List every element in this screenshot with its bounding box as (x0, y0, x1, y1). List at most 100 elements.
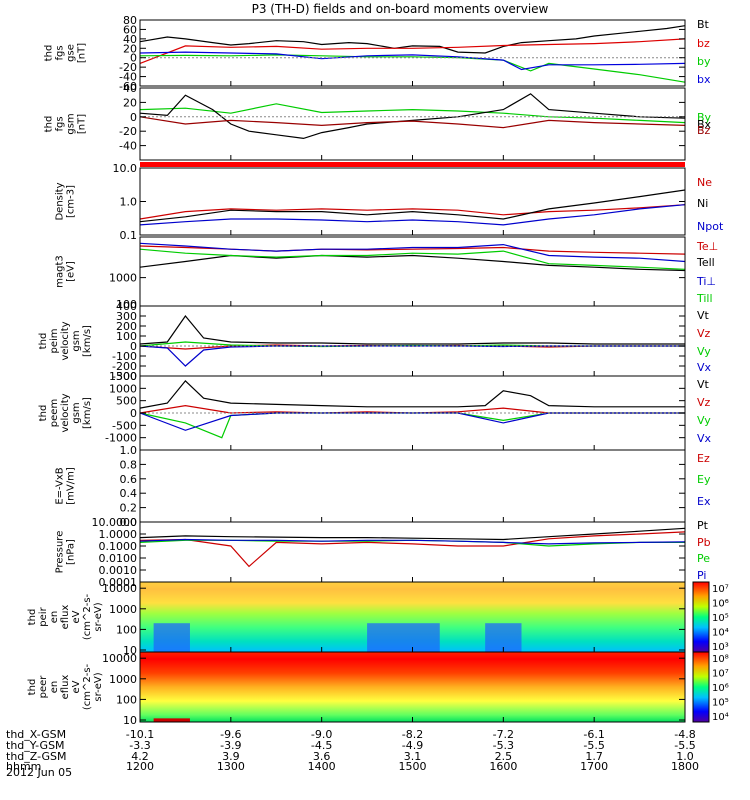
series-line-Bt (139, 25, 686, 54)
colorbar-label: 10⁴ (712, 712, 729, 723)
y-tick-label: 200 (116, 320, 137, 333)
y-tick-label: 0.2 (120, 502, 138, 515)
y-axis-label: eV (71, 680, 82, 693)
series-line-Vt (139, 315, 685, 345)
y-tick-label: 0.0100 (99, 552, 138, 565)
y-tick-label: 1000 (109, 603, 137, 616)
y-tick-label: 0.0010 (99, 564, 138, 577)
legend-Ez: Ez (697, 452, 710, 465)
y-axis-label: gsm (66, 113, 77, 134)
y-tick-label: -1000 (105, 432, 137, 445)
ephemeris-value: -8.2 (402, 728, 423, 741)
legend-Vx: Vx (697, 361, 712, 374)
y-tick-label: 40 (123, 33, 137, 46)
ephemeris-value: -10.1 (126, 728, 154, 741)
legend-Till: Till (696, 292, 713, 305)
legend-By: By (697, 111, 712, 124)
ephemeris-label: hhmm (6, 760, 41, 773)
ephemeris-value: 1300 (217, 760, 245, 773)
colorbar-label: 10⁸ (712, 654, 729, 665)
ephemeris-value: -4.8 (674, 728, 695, 741)
legend-Te⊥: Te⊥ (696, 240, 718, 253)
colorbar-label: 10⁴ (712, 628, 729, 639)
y-tick-label: -20 (119, 61, 137, 74)
spectrogram-peer_spectrogram (140, 652, 685, 722)
y-axis-label: peim (49, 328, 60, 353)
ephemeris-label: thd_X-GSM (6, 728, 66, 741)
colorbar-label: 10⁵ (712, 613, 729, 624)
y-axis-label: velocity (60, 393, 71, 432)
colorbar-label: 10⁶ (712, 683, 729, 694)
y-tick-label: -40 (119, 140, 137, 153)
legend-Bx: Bx (697, 118, 712, 131)
colorbar-label: 10⁷ (712, 584, 729, 595)
colorbar-label: 10³ (712, 642, 729, 653)
ephemeris-value: -3.9 (220, 739, 241, 752)
ephemeris-value: -6.1 (583, 728, 604, 741)
y-tick-label: 100 (116, 330, 137, 343)
ephemeris-value: 2.5 (495, 750, 513, 763)
panel-magt3: Te⊥ Tell Ti⊥ Till 1000 magt3 [eV] (55, 236, 718, 307)
series-line-Ti⊥ (139, 242, 686, 263)
ephemeris-value: -5.5 (674, 739, 695, 752)
y-tick-label: 0.6 (120, 473, 138, 486)
legend-Vy: Vy (697, 414, 711, 427)
y-axis-label: thd (27, 609, 38, 626)
ephemeris-table: thd_X-GSM -10.1 -9.6 -9.0 -8.2 -7.2 -6.1 -4.8 th… (6, 728, 699, 773)
y-axis-label: eV (71, 610, 82, 623)
y-axis-label: (cm^2-s- (82, 593, 93, 640)
y-axis-label: [nPa] (66, 539, 77, 565)
y-tick-label: 1000 (109, 382, 137, 395)
y-tick-label: 0 (130, 407, 137, 420)
ephemeris-value: 1200 (126, 760, 154, 773)
y-tick-label: 10.0000 (92, 516, 138, 529)
ephemeris-value: -3.3 (129, 739, 150, 752)
legend-bx: bx (697, 73, 711, 86)
y-tick-label: -40 (119, 71, 137, 84)
y-axis-label: fgs (55, 45, 66, 60)
legend-Pb: Pb (697, 536, 711, 549)
y-axis-label: thd (27, 679, 38, 696)
y-tick-label: 10 (123, 644, 137, 657)
colorbar-label: 10⁵ (712, 698, 729, 709)
series-line-Npot (139, 204, 686, 226)
plot-frame (139, 449, 686, 523)
y-tick-label: 1.0 (120, 444, 138, 457)
legend-by: by (697, 55, 711, 68)
y-tick-label: -300 (112, 370, 137, 383)
legend-Vz: Vz (697, 396, 711, 409)
ephemeris-value: -9.6 (220, 728, 241, 741)
panel-efield: Ez Ey Ex 1.00.8 0.60.4 0.20.0 E=-VxB [mV/m] (55, 444, 711, 529)
y-tick-label: 1.0 (120, 196, 138, 209)
series-line-Vy (139, 412, 685, 439)
ephemeris-value: -5.3 (493, 739, 514, 752)
ephemeris-value: -4.9 (402, 739, 423, 752)
series-line-Pi (139, 538, 686, 545)
legend-Pt: Pt (697, 519, 709, 532)
legend-Ex: Ex (697, 495, 711, 508)
legend-Vt: Vt (697, 378, 710, 391)
y-tick-label: -200 (112, 360, 137, 373)
legend-Pi: Pi (697, 569, 706, 582)
y-tick-label: 1000 (109, 673, 137, 686)
y-tick-label: 10000 (102, 582, 137, 595)
y-axis-label: fgs (55, 116, 66, 131)
figure-title: P3 (TH-D) fields and on-board moments ov… (252, 2, 549, 16)
y-tick-label: 0 (130, 340, 137, 353)
series-line-bz (139, 38, 686, 64)
y-tick-label: 0.4 (120, 487, 138, 500)
y-axis-label: [cm-3] (66, 185, 77, 218)
series-line-by (139, 54, 686, 83)
legend-Ne: Ne (697, 176, 712, 189)
ephemeris-value: 1700 (580, 760, 608, 773)
y-tick-label: 10000 (102, 652, 137, 665)
ephemeris-value: -5.5 (583, 739, 604, 752)
y-axis-label: Pressure (55, 531, 66, 574)
y-axis-label: thd (44, 116, 55, 133)
legend-Pe: Pe (697, 552, 710, 565)
y-tick-label: 500 (116, 395, 137, 408)
y-tick-label: 0.1000 (99, 540, 138, 553)
